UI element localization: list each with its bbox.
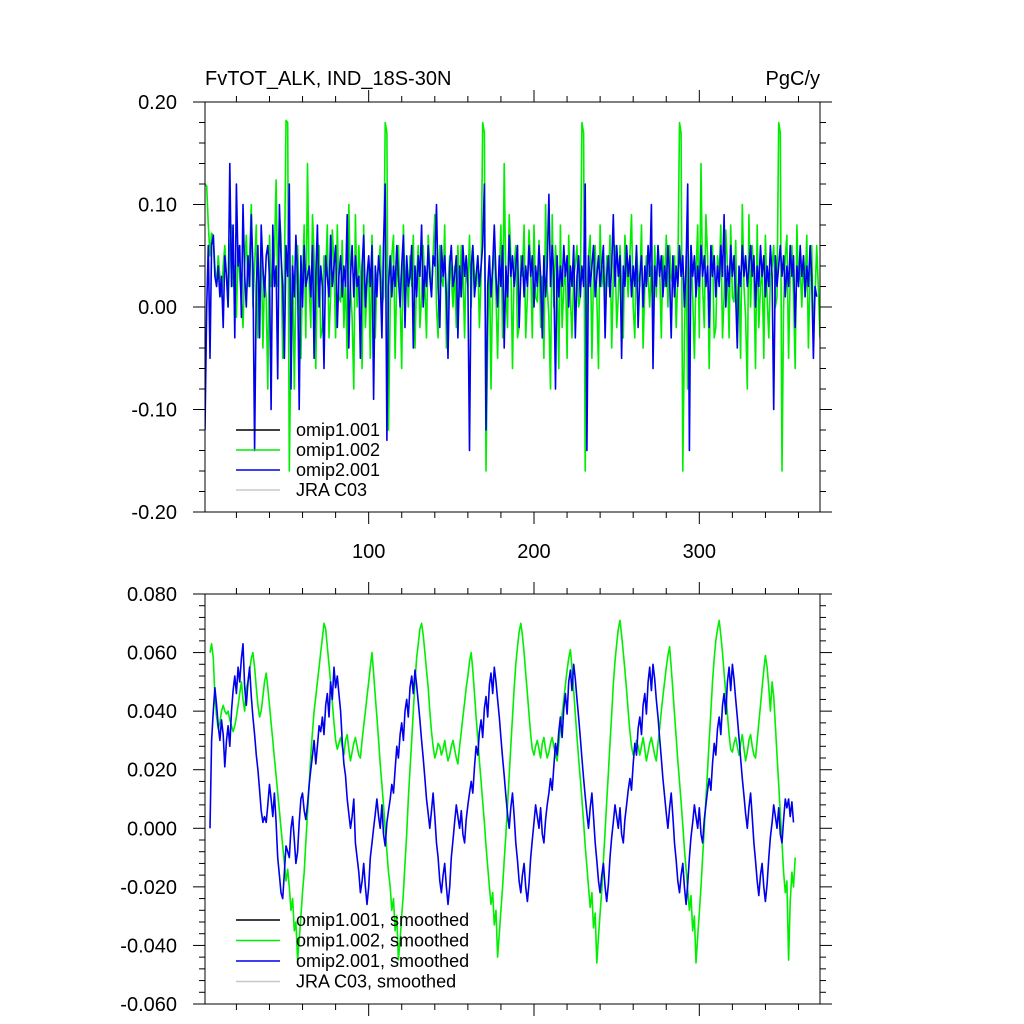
bottom-ytick-label: 0.060 — [127, 643, 177, 665]
bottom-panel: -0.060 -0.040 -0.020 0.000 0.020 0.040 0.060 0.… — [120, 582, 832, 1016]
bottom-ytick-label: -0.020 — [120, 877, 177, 899]
top-panel: -0.20 -0.10 0.00 0.10 0.20 100 200 300 omip1.001… — [131, 90, 832, 563]
bottom-plot-frame — [204, 593, 821, 1005]
bottom-series-line-omip1-002-smoothed — [209, 619, 796, 964]
bottom-legend-label: omip1.002, smoothed — [296, 931, 469, 951]
bottom-series-group — [209, 619, 796, 964]
top-series-line-omip2-001 — [205, 162, 818, 452]
bottom-legend-label: JRA C03, smoothed — [296, 972, 456, 992]
top-ytick-label: 0.20 — [138, 92, 177, 114]
top-ytick-label: 0.00 — [138, 297, 177, 319]
bottom-legend-label: omip1.001, smoothed — [296, 910, 469, 930]
top-legend-label: JRA C03 — [296, 480, 367, 500]
bottom-ytick-label: 0.000 — [127, 818, 177, 840]
top-series-group — [205, 119, 820, 472]
bottom-ytick-label: 0.080 — [127, 584, 177, 606]
top-xtick-label: 100 — [352, 541, 385, 563]
bottom-ytick-label: -0.060 — [120, 994, 177, 1016]
top-xtick-label: 300 — [683, 541, 716, 563]
top-legend-label: omip1.001 — [296, 420, 380, 440]
top-ytick-label: -0.20 — [131, 502, 177, 524]
top-legend-label: omip1.002 — [296, 440, 380, 460]
bottom-ytick-label: -0.040 — [120, 935, 177, 957]
top-ytick-label: -0.10 — [131, 400, 177, 422]
top-legend-label: omip2.001 — [296, 460, 380, 480]
bottom-series-line-omip2-001-smoothed — [209, 643, 795, 906]
chart-title: FvTOT_ALK, IND_18S-30N — [205, 68, 451, 90]
top-xtick-label: 200 — [517, 541, 550, 563]
top-series-line-omip1-002 — [205, 119, 820, 472]
bottom-ytick-label: 0.040 — [127, 701, 177, 723]
bottom-ytick-label: 0.020 — [127, 760, 177, 782]
chart-units: PgC/y — [766, 68, 820, 90]
top-ytick-label: 0.10 — [138, 195, 177, 217]
bottom-legend-label: omip2.001, smoothed — [296, 951, 469, 971]
